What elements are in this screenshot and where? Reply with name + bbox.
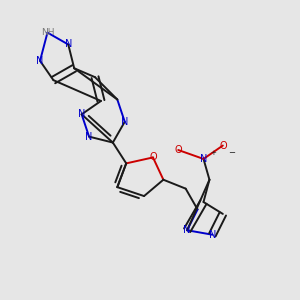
Text: +: +: [210, 150, 216, 156]
Text: N: N: [64, 40, 72, 50]
Text: N: N: [85, 132, 93, 142]
Text: N: N: [209, 230, 216, 240]
Text: O: O: [174, 145, 182, 155]
Text: NH: NH: [41, 28, 54, 37]
Text: N: N: [78, 109, 85, 119]
Text: N: N: [36, 56, 44, 66]
Text: O: O: [149, 152, 157, 162]
Text: −: −: [228, 148, 235, 157]
Text: O: O: [219, 140, 226, 151]
Text: N: N: [184, 225, 191, 235]
Text: N: N: [200, 154, 207, 164]
Text: N: N: [121, 117, 128, 127]
